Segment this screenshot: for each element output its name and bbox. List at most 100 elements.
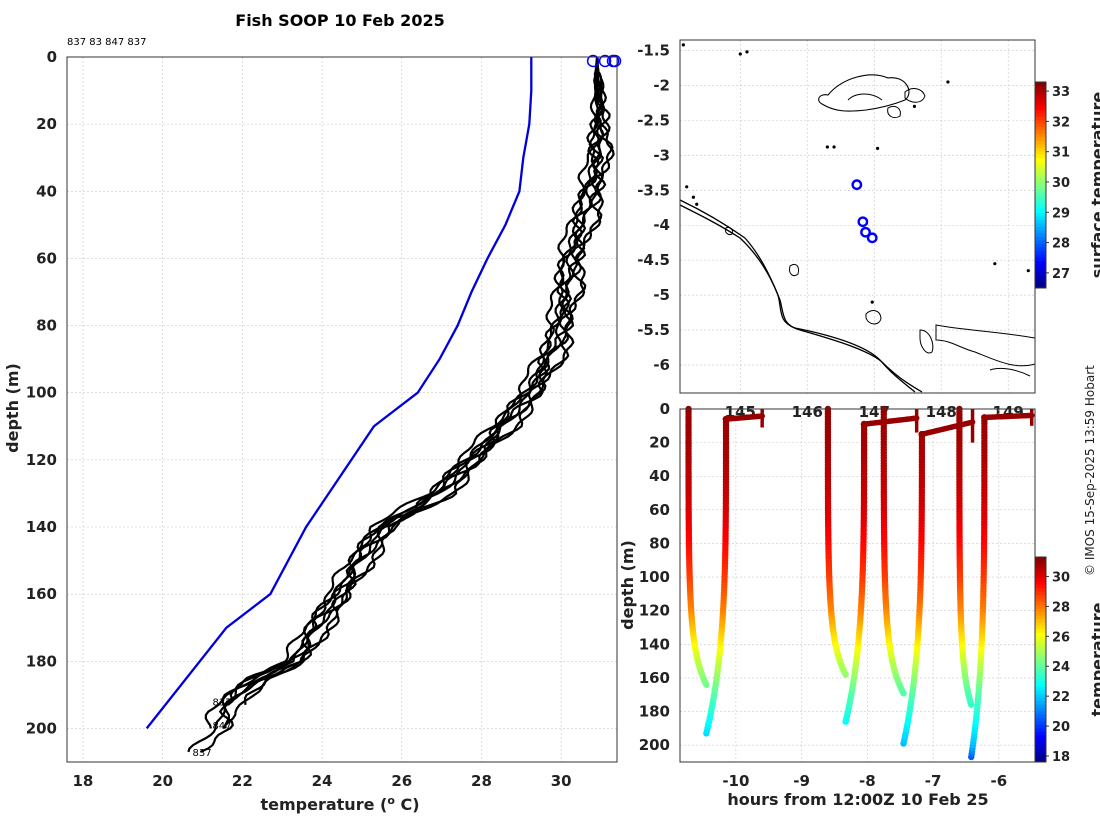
colorbar-swatch: [1035, 673, 1046, 678]
colorbar-tick-label: 26: [1052, 630, 1070, 645]
island-dot: [825, 145, 829, 149]
island-dot: [912, 104, 917, 109]
colorbar-swatch: [1035, 277, 1046, 282]
colorbar-swatch: [1035, 639, 1046, 643]
colorbar-swatch: [1035, 635, 1046, 640]
section-y-tick-label: 60: [649, 501, 670, 519]
section-y-tick-label: 200: [639, 736, 670, 754]
profile-end-label: 837: [193, 748, 212, 759]
colorbar-swatch: [1035, 669, 1046, 674]
colorbar-swatch: [1035, 560, 1046, 565]
colorbar-label: surface temperature: [1088, 92, 1100, 279]
island: [847, 93, 883, 101]
map-coastlines: [680, 74, 1035, 393]
island-dot: [745, 50, 749, 54]
island: [989, 367, 1031, 377]
colorbar-frame: [1034, 81, 1047, 289]
colorbar-swatch: [1035, 577, 1046, 582]
colorbar-swatch: [1035, 164, 1046, 169]
colorbar-swatch: [1035, 257, 1046, 262]
colorbar-swatch: [1035, 680, 1046, 684]
colorbar-tick-label: 29: [1052, 206, 1070, 221]
colorbar-swatch: [1035, 662, 1046, 667]
colorbar-swatch: [1035, 714, 1046, 719]
colorbar-swatch: [1035, 570, 1046, 575]
colorbar-swatch: [1035, 748, 1046, 753]
colorbar-swatch: [1035, 604, 1046, 609]
colorbar-swatch: [1035, 188, 1046, 193]
section-y-tick-label: 40: [649, 467, 670, 485]
colorbar-swatch: [1035, 601, 1046, 606]
section-y-tick-label: 160: [639, 669, 670, 687]
y-tick-label: 20: [36, 115, 57, 133]
section-x-tick-label: -7: [925, 772, 942, 790]
colorbar-swatch: [1035, 645, 1046, 650]
colorbar-swatch: [1035, 198, 1046, 203]
colorbar-swatch: [1035, 246, 1046, 251]
colorbar-swatch: [1035, 584, 1046, 589]
x-tick-label: 26: [391, 772, 412, 790]
map-panel: 145 146 147 148 149-1.5-2-2.5-3-3.5-4-4.5-5-…: [637, 39, 1100, 421]
colorbar-swatch: [1035, 628, 1046, 633]
colorbar-tick-label: 27: [1052, 267, 1070, 282]
colorbar-swatch: [1035, 274, 1046, 279]
colorbar-swatch: [1035, 758, 1046, 763]
map-y-tick-label: -5.5: [637, 321, 670, 339]
colorbar-swatch: [1035, 717, 1046, 722]
profile-top-ids: 837 83 847 837: [67, 37, 147, 48]
profile-axes-frame: [66, 56, 618, 763]
profile-line: [227, 56, 605, 706]
colorbar-swatch: [1035, 690, 1046, 695]
colorbar-swatch: [1035, 219, 1046, 224]
colorbar-swatch: [1035, 649, 1046, 654]
colorbar-swatch: [1035, 594, 1046, 599]
colorbar-swatch: [1035, 109, 1046, 114]
map-y-tick-label: -3: [653, 146, 670, 164]
profile-panel: 837 847 837 18 20 22 24 26 28 30 0 20 40 60 80 100 120 1…: [3, 37, 622, 814]
cast-sample-point: [842, 671, 849, 678]
island-dot: [993, 262, 997, 266]
island-dot: [832, 145, 836, 149]
colorbar-swatch: [1035, 587, 1046, 592]
island: [919, 329, 934, 354]
colorbar-swatch: [1035, 209, 1046, 213]
map-y-tick-label: -1.5: [637, 41, 670, 59]
colorbar-swatch: [1035, 563, 1046, 568]
colorbar-tick-label: 18: [1052, 750, 1070, 765]
colorbar-swatch: [1035, 116, 1046, 121]
colorbar-tick-label: 31: [1052, 146, 1070, 161]
y-tick-label: 0: [47, 48, 57, 66]
x-tick-label: 20: [152, 772, 173, 790]
colorbar-swatch: [1035, 174, 1046, 179]
colorbar-swatch: [1035, 267, 1046, 272]
island-dot: [946, 80, 950, 84]
colorbar-swatch: [1035, 253, 1046, 258]
colorbar-swatch: [1035, 126, 1046, 131]
surface-marker: [608, 54, 622, 68]
colorbar-swatch: [1035, 721, 1046, 725]
colorbar-swatch: [1035, 212, 1046, 217]
vessel-position-marker: [860, 226, 871, 238]
colorbar-swatch: [1035, 734, 1046, 739]
island-dot: [870, 300, 874, 304]
island-dot: [681, 43, 685, 47]
vessel-position-marker: [866, 232, 878, 244]
section-y-tick-label: 100: [639, 568, 670, 586]
colorbar-swatch: [1035, 608, 1046, 613]
map-x-tick-label: 146: [792, 403, 823, 421]
colorbar-tick-label: 28: [1052, 237, 1070, 252]
colorbar-tick-label: 28: [1052, 600, 1070, 615]
colorbar-swatch: [1035, 621, 1046, 626]
colorbar-swatch: [1035, 625, 1046, 630]
section-y-tick-label: 120: [639, 602, 670, 620]
colorbar-swatch: [1035, 656, 1046, 660]
colorbar-swatch: [1035, 659, 1046, 664]
island: [904, 88, 926, 103]
colorbar-swatch: [1035, 683, 1046, 688]
y-tick-label: 80: [36, 317, 57, 335]
colorbar-swatch: [1035, 154, 1046, 159]
section-x-tick-label: -10: [722, 772, 749, 790]
island: [725, 227, 733, 235]
cast-sample-point: [703, 681, 710, 688]
colorbar-swatch: [1035, 205, 1046, 210]
